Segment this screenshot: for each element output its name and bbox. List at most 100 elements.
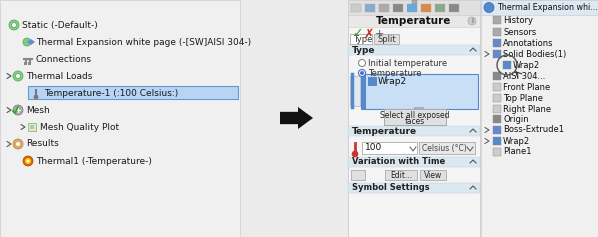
- Text: Annotations: Annotations: [503, 38, 554, 47]
- Text: Origin: Origin: [503, 114, 529, 123]
- Bar: [348, 0, 480, 15]
- Text: Wrap2: Wrap2: [513, 60, 540, 69]
- Bar: [493, 28, 501, 36]
- Circle shape: [16, 73, 20, 78]
- Text: ✓: ✓: [352, 27, 362, 41]
- Circle shape: [9, 20, 19, 30]
- Text: Wrap2: Wrap2: [378, 77, 407, 86]
- Bar: [348, 157, 480, 167]
- Text: Edit...: Edit...: [390, 170, 412, 179]
- Bar: [374, 34, 399, 44]
- Text: Mesh: Mesh: [26, 105, 50, 114]
- Bar: [350, 76, 360, 106]
- Bar: [420, 170, 446, 180]
- Bar: [24, 62, 27, 65]
- Bar: [493, 83, 501, 91]
- Bar: [393, 4, 403, 12]
- Circle shape: [11, 23, 17, 27]
- Bar: [493, 137, 501, 145]
- Bar: [0, 0, 240, 237]
- Bar: [503, 61, 511, 69]
- Text: Temperature: Temperature: [352, 127, 417, 136]
- Text: ✗: ✗: [364, 27, 374, 41]
- Circle shape: [13, 139, 23, 149]
- Polygon shape: [27, 39, 35, 45]
- Text: faces: faces: [405, 117, 425, 126]
- Text: Wrap2: Wrap2: [503, 137, 530, 146]
- Text: Thermal Expansion white page (-[SW]AISI 304-): Thermal Expansion white page (-[SW]AISI …: [36, 37, 251, 46]
- Text: Symbol Settings: Symbol Settings: [352, 183, 429, 192]
- Bar: [414, 107, 424, 109]
- Text: Type: Type: [353, 35, 373, 44]
- Bar: [493, 16, 501, 24]
- Text: Boss-Extrude1: Boss-Extrude1: [503, 126, 564, 135]
- Text: Mesh Quality Plot: Mesh Quality Plot: [40, 123, 119, 132]
- Text: +: +: [375, 29, 385, 39]
- Text: Type: Type: [352, 46, 376, 55]
- Bar: [435, 4, 445, 12]
- Bar: [365, 4, 375, 12]
- Bar: [493, 126, 501, 134]
- Text: Right Plane: Right Plane: [503, 105, 551, 114]
- Bar: [493, 115, 501, 123]
- Text: Static (-Default-): Static (-Default-): [22, 20, 97, 29]
- Bar: [449, 4, 459, 12]
- Bar: [412, 0, 417, 4]
- Circle shape: [360, 71, 364, 75]
- Circle shape: [23, 38, 31, 46]
- Text: Variation with Time: Variation with Time: [352, 158, 446, 167]
- Polygon shape: [280, 107, 313, 129]
- Text: Temperature: Temperature: [368, 68, 422, 77]
- Circle shape: [352, 151, 358, 157]
- Bar: [348, 45, 480, 55]
- Bar: [384, 109, 446, 125]
- Circle shape: [468, 17, 476, 25]
- Bar: [419, 142, 475, 154]
- Bar: [351, 170, 365, 180]
- Bar: [348, 183, 480, 193]
- Text: Thermal Expansion whi...: Thermal Expansion whi...: [497, 3, 598, 12]
- Bar: [28, 123, 36, 131]
- Circle shape: [358, 59, 365, 67]
- Text: Initial temperature: Initial temperature: [368, 59, 447, 68]
- Bar: [30, 125, 34, 129]
- Bar: [348, 15, 480, 27]
- Circle shape: [358, 69, 365, 77]
- Bar: [361, 74, 478, 109]
- Circle shape: [23, 156, 33, 166]
- Bar: [493, 94, 501, 102]
- Bar: [28, 86, 238, 99]
- Bar: [481, 0, 598, 237]
- Text: Temperature: Temperature: [376, 16, 451, 26]
- Text: Results: Results: [26, 140, 59, 149]
- Text: Sensors: Sensors: [503, 27, 536, 36]
- Bar: [348, 126, 480, 136]
- Bar: [493, 50, 501, 58]
- Circle shape: [26, 160, 29, 163]
- Bar: [379, 4, 389, 12]
- Bar: [351, 4, 361, 12]
- Text: History: History: [503, 15, 533, 24]
- Bar: [385, 170, 417, 180]
- Text: Plane1: Plane1: [503, 147, 532, 156]
- Bar: [493, 39, 501, 47]
- Text: Temperature-1 (:100 Celsius:): Temperature-1 (:100 Celsius:): [44, 88, 178, 97]
- Bar: [361, 74, 366, 109]
- Circle shape: [13, 71, 23, 81]
- Text: Select all exposed: Select all exposed: [380, 110, 450, 119]
- Text: Split: Split: [378, 35, 396, 44]
- Text: AISI 304...: AISI 304...: [503, 72, 545, 81]
- Text: Celsius (°C): Celsius (°C): [422, 143, 467, 152]
- Bar: [368, 77, 376, 85]
- Text: Top Plane: Top Plane: [503, 94, 543, 102]
- Text: 100: 100: [365, 143, 382, 152]
- Text: Thermal Loads: Thermal Loads: [26, 72, 92, 81]
- Text: Front Plane: Front Plane: [503, 82, 550, 91]
- Bar: [362, 142, 417, 154]
- Bar: [407, 4, 417, 12]
- Circle shape: [484, 3, 494, 13]
- Bar: [493, 105, 501, 113]
- Bar: [493, 72, 501, 80]
- Circle shape: [13, 105, 23, 115]
- Circle shape: [34, 95, 38, 99]
